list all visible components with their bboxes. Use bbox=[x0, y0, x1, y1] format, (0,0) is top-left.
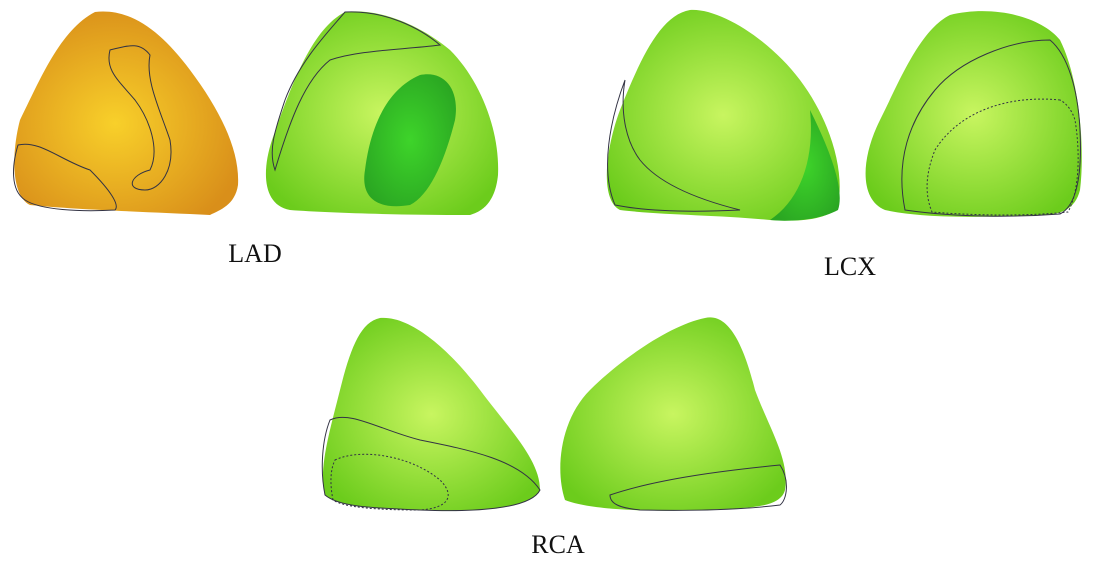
heart-view bbox=[14, 12, 238, 215]
panel-label: LAD bbox=[228, 239, 281, 268]
rca-panel: RCA bbox=[322, 317, 786, 559]
heart-view bbox=[323, 318, 540, 511]
heart-view bbox=[560, 317, 785, 510]
lcx-panel: LCX bbox=[607, 10, 1082, 281]
panel-label: RCA bbox=[531, 530, 585, 559]
lad-panel: LAD bbox=[14, 11, 499, 268]
panel-label: LCX bbox=[824, 252, 876, 281]
figure: LAD LCX RCA bbox=[0, 0, 1093, 563]
